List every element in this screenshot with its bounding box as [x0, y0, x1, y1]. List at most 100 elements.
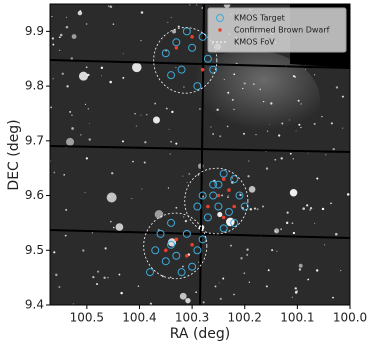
star: [222, 277, 225, 280]
star: [197, 261, 199, 263]
star: [335, 86, 339, 89]
star: [89, 123, 90, 124]
star: [231, 98, 234, 101]
star: [332, 296, 334, 299]
star: [97, 270, 100, 273]
star: [199, 108, 201, 110]
legend-swatch: [216, 14, 224, 22]
x-tick-label: 100.0: [333, 311, 367, 325]
star: [302, 207, 305, 210]
star: [330, 202, 332, 205]
brown-dwarf-marker: [174, 237, 179, 242]
legend-box: [207, 7, 347, 53]
star: [256, 208, 259, 211]
star: [175, 67, 177, 69]
star: [265, 167, 269, 170]
target-marker: [224, 207, 233, 216]
target-marker: [182, 229, 191, 238]
star: [109, 220, 112, 223]
star: [149, 302, 153, 305]
star: [239, 193, 242, 197]
star: [51, 15, 53, 18]
x-tick-label: 100.3: [175, 311, 209, 325]
star: [298, 268, 302, 271]
star: [197, 173, 200, 176]
x-tick-label: 100.4: [122, 311, 156, 325]
star: [221, 194, 224, 197]
star: [217, 211, 223, 218]
star: [231, 177, 233, 179]
star: [65, 16, 68, 18]
star: [269, 124, 271, 126]
star: [100, 75, 102, 77]
star: [248, 160, 250, 162]
target-marker: [240, 202, 249, 211]
star: [115, 223, 124, 231]
brown-dwarf-marker: [206, 204, 210, 209]
x-axis-label: RA (deg): [170, 326, 231, 342]
star: [120, 291, 123, 295]
star: [88, 138, 91, 141]
target-marker: [235, 191, 244, 200]
star: [71, 127, 74, 130]
star: [271, 249, 274, 252]
star: [201, 7, 204, 9]
star: [78, 71, 89, 81]
star: [346, 193, 350, 196]
star: [242, 87, 244, 90]
target-marker: [167, 71, 176, 80]
star: [278, 134, 281, 137]
star: [140, 11, 144, 14]
star: [314, 74, 316, 76]
star: [80, 134, 82, 136]
star: [233, 108, 235, 111]
star: [141, 188, 143, 190]
star: [170, 140, 173, 143]
star: [140, 39, 142, 42]
x-tick-label: 100.5: [70, 311, 104, 325]
star: [227, 91, 230, 94]
brown-dwarf-marker: [232, 204, 237, 209]
star: [289, 189, 298, 197]
star: [122, 76, 125, 79]
y-tick-label: 9.5: [25, 243, 44, 257]
star: [96, 283, 99, 286]
x-tick-label: 100.1: [280, 311, 314, 325]
fov-circle: [143, 212, 208, 280]
star: [65, 208, 68, 211]
star: [341, 95, 344, 98]
star: [51, 37, 55, 40]
star: [146, 114, 148, 116]
target-marker: [193, 82, 202, 91]
target-marker: [198, 32, 207, 41]
target-marker: [167, 240, 176, 249]
star: [280, 228, 282, 231]
star: [233, 73, 236, 76]
mosaic-edge: [50, 59, 350, 69]
star: [313, 122, 316, 125]
star: [118, 273, 121, 276]
star: [330, 122, 333, 125]
brown-dwarf-marker: [190, 35, 194, 39]
star: [121, 140, 124, 143]
star: [227, 194, 229, 196]
star: [252, 83, 255, 86]
target-marker: [146, 268, 154, 277]
target-marker: [219, 224, 228, 233]
nebula: [180, 50, 320, 150]
star: [229, 244, 233, 247]
star: [122, 53, 124, 55]
star: [167, 21, 169, 23]
target-marker: [167, 218, 176, 227]
star: [169, 153, 171, 155]
star: [342, 127, 344, 129]
star: [131, 198, 133, 200]
star: [103, 276, 106, 279]
star: [177, 25, 180, 28]
star: [63, 174, 65, 176]
star: [167, 187, 170, 189]
star: [332, 148, 335, 151]
star: [226, 125, 229, 128]
star: [298, 123, 301, 126]
